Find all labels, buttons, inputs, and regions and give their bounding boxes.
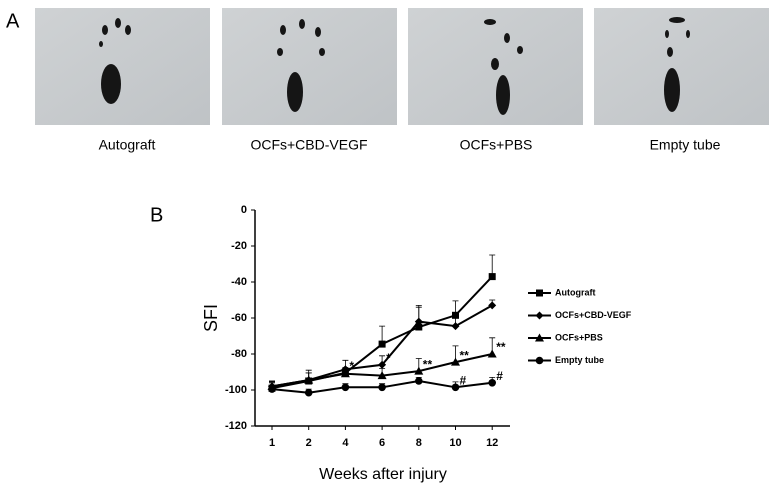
marker bbox=[488, 273, 496, 281]
marker bbox=[415, 377, 423, 385]
photo-caption: OCFs+CBD-VEGF bbox=[250, 137, 367, 153]
annotation: # bbox=[496, 369, 503, 383]
marker bbox=[488, 379, 497, 387]
photo-caption: Empty tube bbox=[650, 137, 721, 153]
photo bbox=[35, 8, 210, 125]
marker bbox=[268, 385, 276, 393]
annotation: ** bbox=[460, 348, 470, 362]
marker bbox=[487, 349, 497, 358]
marker bbox=[414, 317, 423, 326]
marker bbox=[535, 311, 544, 320]
error-bar bbox=[489, 254, 496, 277]
panel-label: B bbox=[150, 204, 163, 226]
x-tick-label: 6 bbox=[379, 437, 385, 449]
x-tick-label: 10 bbox=[449, 437, 461, 449]
marker bbox=[378, 383, 386, 392]
annotation: # bbox=[460, 373, 467, 387]
marker bbox=[535, 333, 544, 342]
photos bbox=[35, 8, 769, 125]
y-tick-label: 0 bbox=[241, 204, 247, 216]
series bbox=[268, 377, 497, 397]
photo bbox=[594, 8, 769, 125]
y-tick-label: -120 bbox=[225, 420, 247, 432]
marker bbox=[378, 340, 386, 348]
legend-label: OCFs+PBS bbox=[555, 332, 603, 342]
legend-label: Empty tube bbox=[555, 355, 604, 365]
x-axis-label: Weeks after injury bbox=[319, 466, 447, 483]
marker bbox=[488, 301, 497, 310]
marker bbox=[451, 357, 460, 366]
marker bbox=[451, 383, 460, 392]
marker bbox=[377, 371, 387, 380]
legend-label: Autograft bbox=[555, 287, 596, 297]
marker bbox=[304, 375, 314, 384]
marker bbox=[340, 369, 350, 378]
annotation: * bbox=[349, 359, 354, 373]
y-tick-label: -100 bbox=[225, 384, 247, 396]
marker bbox=[341, 383, 350, 392]
footprints bbox=[99, 17, 690, 115]
marker bbox=[535, 356, 544, 365]
x-tick-label: 1 bbox=[269, 437, 275, 449]
y-tick-label: -60 bbox=[231, 312, 247, 324]
x-tick-label: 8 bbox=[416, 437, 422, 449]
y-tick-label: -40 bbox=[231, 276, 247, 288]
x-tick-label: 12 bbox=[486, 437, 498, 449]
y-tick-label: -20 bbox=[231, 240, 247, 252]
y-axis-label: SFI bbox=[201, 304, 221, 332]
marker bbox=[414, 366, 424, 375]
annotation: * bbox=[386, 351, 391, 365]
marker bbox=[378, 360, 387, 369]
photo-caption: OCFs+PBS bbox=[460, 137, 533, 153]
x-tick-label: 2 bbox=[306, 437, 312, 449]
x-tick-label: 4 bbox=[342, 437, 349, 449]
marker bbox=[451, 322, 460, 331]
marker bbox=[415, 323, 423, 331]
y-tick-label: -80 bbox=[231, 348, 247, 360]
panel-label: A bbox=[6, 10, 20, 32]
annotation: ** bbox=[496, 340, 506, 354]
photo bbox=[222, 8, 397, 125]
marker bbox=[304, 388, 313, 397]
annotation: ** bbox=[423, 357, 433, 371]
marker bbox=[536, 289, 543, 297]
legend-label: OCFs+CBD-VEGF bbox=[555, 310, 632, 320]
photo-caption: Autograft bbox=[99, 137, 156, 153]
